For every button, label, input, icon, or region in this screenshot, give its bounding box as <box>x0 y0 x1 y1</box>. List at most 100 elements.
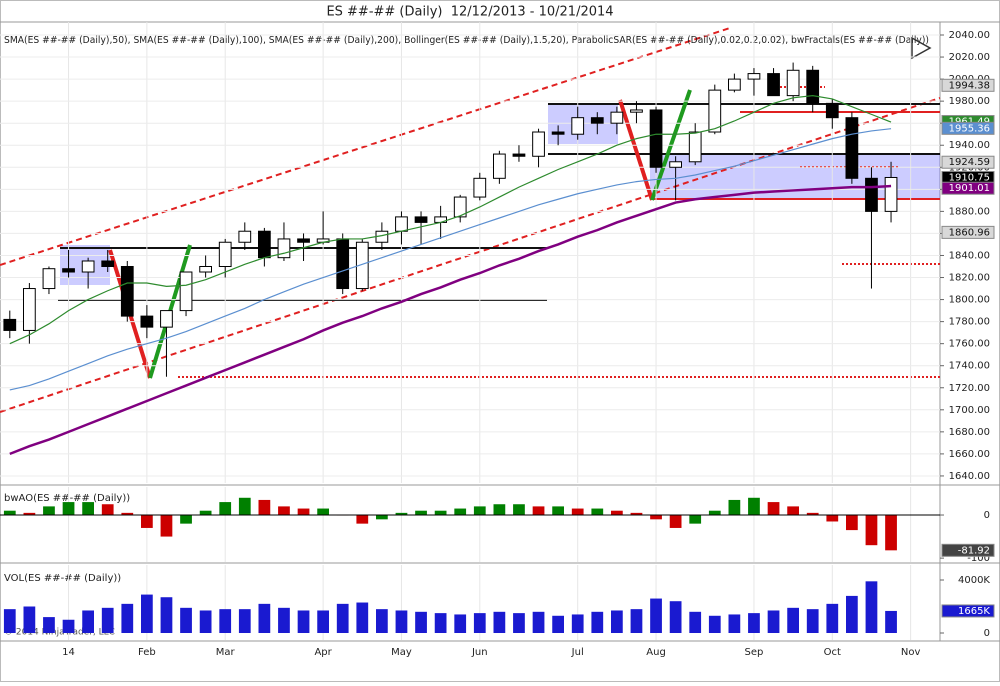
candle-body <box>277 238 291 259</box>
y-tick-label: 1700.00 <box>949 405 990 416</box>
candle-body <box>414 216 428 223</box>
candle-body <box>81 260 95 273</box>
bar <box>376 515 388 520</box>
candle-body <box>42 268 56 290</box>
bar <box>434 510 447 516</box>
x-tick-label: 14 <box>62 647 75 658</box>
price-tag-label: 1924.59 <box>949 157 990 168</box>
bar <box>297 610 310 634</box>
candle-body <box>493 153 506 179</box>
bar <box>317 610 329 634</box>
x-tick-label: Sep <box>745 647 764 658</box>
bar <box>513 613 525 634</box>
x-tick-label: Nov <box>901 647 921 658</box>
candle-body <box>218 241 232 267</box>
toolbar-icon[interactable] <box>911 36 932 60</box>
bar <box>238 609 251 634</box>
y-tick-label: 1840.00 <box>949 250 990 261</box>
y-tick-label: 1760.00 <box>949 339 990 350</box>
bar <box>552 506 564 516</box>
bar <box>473 506 486 516</box>
price-tag <box>941 543 995 557</box>
sma-line <box>9 95 892 345</box>
candle-body <box>630 109 643 113</box>
candle-body <box>297 238 310 243</box>
candle-body <box>865 177 878 212</box>
bar <box>180 607 192 634</box>
bar <box>473 613 486 634</box>
bar <box>356 515 369 524</box>
candle-body <box>355 241 369 290</box>
bar <box>728 614 741 634</box>
bar <box>454 614 467 634</box>
bar <box>846 595 858 634</box>
candle-body <box>728 78 741 91</box>
bar <box>885 610 897 634</box>
candle-body <box>767 73 780 97</box>
y-tick-label: 1940.00 <box>949 140 990 151</box>
bar <box>552 615 564 634</box>
bar <box>43 617 55 634</box>
panel-title: bwAO(ES ##-## (Daily)) <box>4 493 130 504</box>
bar <box>3 609 16 634</box>
candle-body <box>825 102 839 119</box>
candle-body <box>708 89 722 133</box>
sma-line <box>9 128 892 391</box>
candle-body <box>649 109 663 168</box>
bar <box>219 502 232 516</box>
bar <box>317 508 329 516</box>
price-tag-label: 1901.01 <box>949 183 990 194</box>
bar <box>23 606 36 634</box>
bar <box>571 614 584 634</box>
bar <box>434 613 447 634</box>
candle-body <box>590 117 604 124</box>
bar <box>238 497 251 516</box>
bar <box>787 506 799 516</box>
swing-down <box>618 99 654 201</box>
candle-body <box>23 288 36 331</box>
y-tick-label: 0 <box>984 628 990 639</box>
y-tick-label: 1640.00 <box>949 471 990 482</box>
panel-title: VOL(ES ##-## (Daily)) <box>4 573 121 584</box>
y-tick-label: 1800.00 <box>949 295 990 306</box>
candle-body <box>140 315 154 328</box>
copyright: © 2014 NinjaTrader, LLC <box>4 628 115 638</box>
y-tick-label: 1680.00 <box>949 427 990 438</box>
bar <box>219 609 232 634</box>
candle-body <box>884 176 898 212</box>
price-tag-label: 1860.96 <box>949 227 990 238</box>
bar <box>415 510 427 516</box>
price-tag <box>941 604 995 618</box>
candle-body <box>395 216 408 232</box>
bar <box>395 512 408 516</box>
bar <box>806 609 819 634</box>
bar <box>395 610 408 634</box>
y-tick-label: -100 <box>967 553 990 564</box>
sma-line <box>9 184 892 456</box>
bar <box>101 607 114 634</box>
x-tick-label: Apr <box>314 647 332 658</box>
bar <box>611 510 623 516</box>
candle-body <box>453 196 467 218</box>
candle-body <box>258 230 271 259</box>
y-tick-label: 1880.00 <box>949 206 990 217</box>
x-tick-label: Aug <box>646 647 666 658</box>
candle-body <box>120 265 134 317</box>
bar <box>3 510 16 516</box>
price-tag <box>941 121 995 135</box>
candle-body <box>747 73 761 80</box>
bar <box>121 512 134 516</box>
bar <box>23 512 36 516</box>
indicator-legend: SMA(ES ##-## (Daily),50), SMA(ES ##-## (… <box>4 35 929 46</box>
bar <box>258 499 271 516</box>
x-tick-label: May <box>391 647 412 658</box>
bar <box>689 515 702 524</box>
bar <box>708 615 721 634</box>
candle-body <box>551 131 565 135</box>
bar <box>767 502 780 516</box>
chart-title: ES ##-## (Daily) 12/12/2013 - 10/21/2014 <box>326 5 613 20</box>
bar <box>532 611 545 634</box>
bar <box>748 613 760 634</box>
